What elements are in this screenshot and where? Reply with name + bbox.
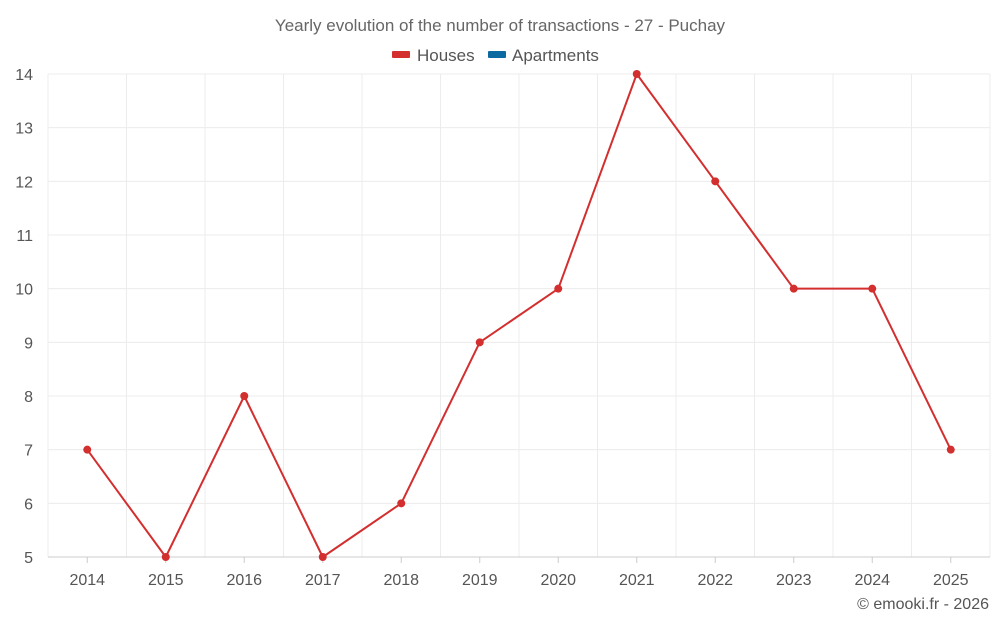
x-tick-label: 2015 <box>148 572 184 589</box>
legend-label-apartments: Apartments <box>512 46 599 65</box>
x-axis-ticks: 2014 2015 2016 2017 2018 2019 2020 2021 2022 2023… <box>69 557 969 589</box>
legend: Houses Apartments <box>392 46 599 65</box>
x-tick-label: 2014 <box>69 572 105 589</box>
y-tick-label: 11 <box>16 228 33 245</box>
y-tick-label: 13 <box>15 121 33 138</box>
x-tick-label: 2025 <box>933 572 969 589</box>
data-point-houses[interactable] <box>240 392 249 400</box>
series-layer <box>83 70 955 561</box>
x-tick-label: 2023 <box>776 572 812 589</box>
y-tick-label: 12 <box>15 174 33 191</box>
y-tick-label: 7 <box>24 443 33 460</box>
chart-title: Yearly evolution of the number of transa… <box>275 16 726 35</box>
credit-text: © emooki.fr - 2026 <box>857 596 989 613</box>
x-tick-label: 2020 <box>540 572 576 589</box>
y-tick-label: 14 <box>15 67 33 84</box>
data-point-houses[interactable] <box>946 445 955 454</box>
data-point-houses[interactable] <box>554 284 563 293</box>
grid <box>47 73 991 557</box>
data-point-houses[interactable] <box>632 70 641 78</box>
data-point-houses[interactable] <box>475 338 484 347</box>
legend-item-houses[interactable]: Houses <box>392 46 475 65</box>
x-tick-label: 2024 <box>854 572 890 589</box>
series-houses <box>83 70 955 561</box>
y-tick-label: 6 <box>24 496 33 513</box>
data-point-houses[interactable] <box>83 445 92 454</box>
x-tick-label: 2019 <box>462 572 498 589</box>
legend-label-houses: Houses <box>417 46 475 65</box>
data-point-houses[interactable] <box>397 499 406 508</box>
y-axis-ticks: 5 6 7 8 9 10 11 12 13 14 <box>15 67 33 567</box>
data-point-houses[interactable] <box>161 553 170 561</box>
y-tick-label: 5 <box>24 550 33 567</box>
x-tick-label: 2018 <box>383 572 419 589</box>
legend-item-apartments[interactable]: Apartments <box>488 46 599 65</box>
data-point-houses[interactable] <box>318 553 327 561</box>
series-line-houses <box>86 73 952 558</box>
y-tick-label: 9 <box>24 335 33 352</box>
x-tick-label: 2022 <box>697 572 733 589</box>
x-tick-label: 2021 <box>619 572 655 589</box>
x-tick-label: 2017 <box>305 572 341 589</box>
data-point-houses[interactable] <box>789 284 798 293</box>
y-tick-label: 10 <box>15 282 33 299</box>
legend-swatch-houses <box>392 51 410 58</box>
y-tick-label: 8 <box>24 389 33 406</box>
data-point-houses[interactable] <box>711 177 720 186</box>
x-tick-label: 2016 <box>226 572 262 589</box>
legend-swatch-apartments <box>488 51 506 58</box>
data-point-houses[interactable] <box>868 284 877 293</box>
